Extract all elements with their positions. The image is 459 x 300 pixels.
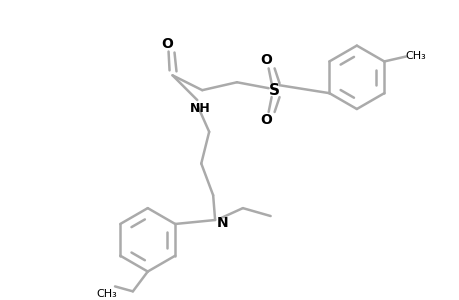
Text: CH₃: CH₃ bbox=[405, 52, 425, 61]
Text: NH: NH bbox=[190, 101, 210, 115]
Text: O: O bbox=[161, 37, 173, 51]
Text: N: N bbox=[216, 216, 227, 230]
Text: CH₃: CH₃ bbox=[96, 289, 117, 299]
Text: O: O bbox=[260, 113, 272, 127]
Text: S: S bbox=[269, 83, 280, 98]
Text: O: O bbox=[260, 53, 272, 68]
